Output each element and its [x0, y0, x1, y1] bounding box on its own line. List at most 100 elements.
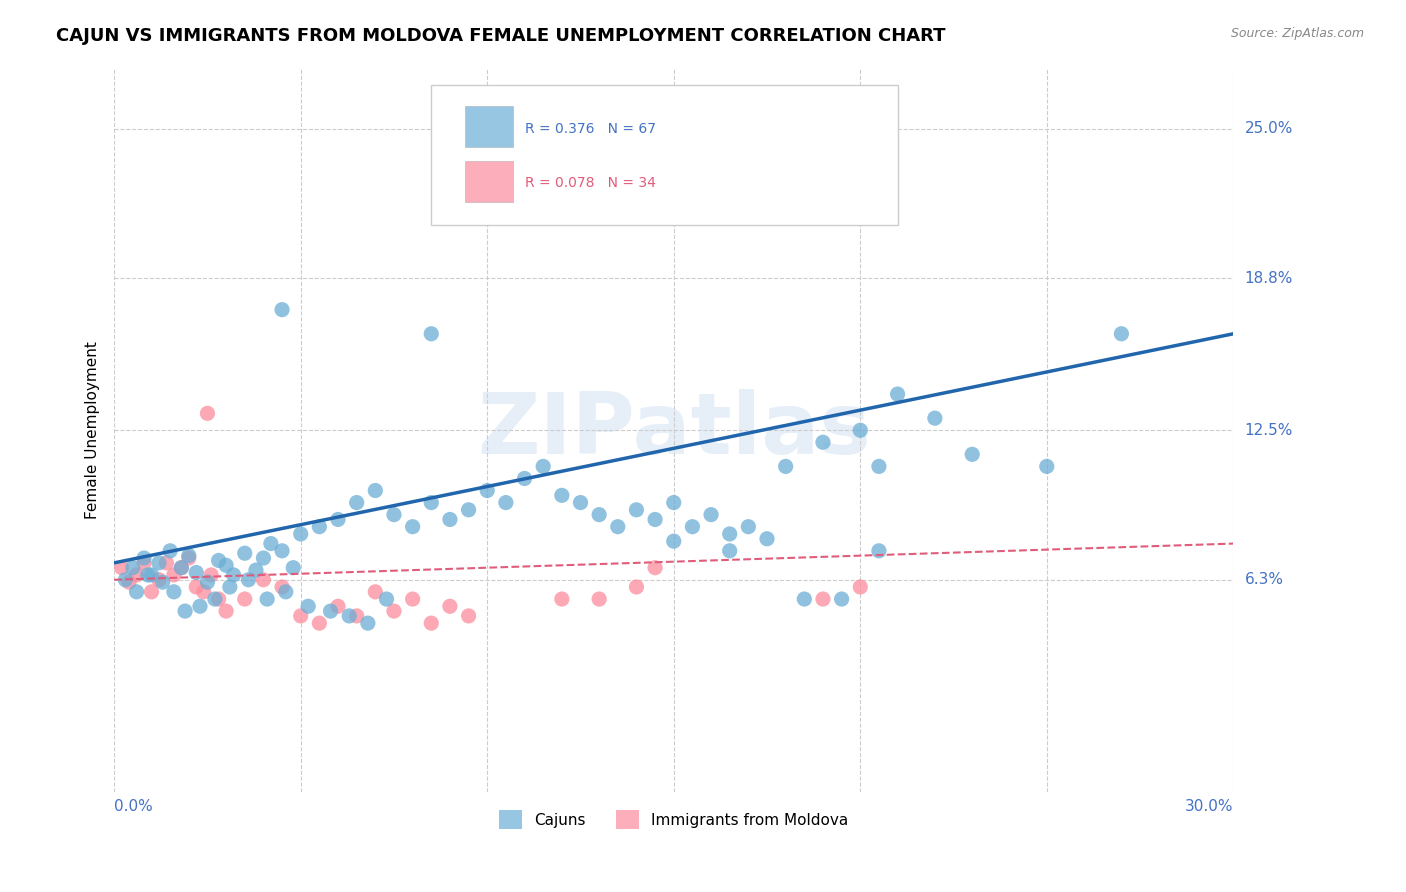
- Point: [513, 471, 536, 485]
- Point: [457, 503, 479, 517]
- Point: [233, 546, 256, 560]
- Point: [121, 560, 143, 574]
- Point: [204, 592, 226, 607]
- Point: [718, 527, 741, 541]
- Point: [382, 604, 405, 618]
- Point: [188, 599, 211, 614]
- Text: 0.0%: 0.0%: [114, 799, 153, 814]
- Point: [420, 495, 443, 509]
- FancyBboxPatch shape: [465, 106, 513, 147]
- Point: [186, 580, 208, 594]
- Point: [868, 544, 890, 558]
- Point: [125, 584, 148, 599]
- Point: [197, 406, 219, 420]
- Point: [233, 592, 256, 607]
- Point: [170, 560, 193, 574]
- Point: [457, 608, 479, 623]
- Point: [218, 580, 240, 594]
- Point: [132, 556, 155, 570]
- Point: [960, 447, 983, 461]
- Point: [718, 544, 741, 558]
- Point: [177, 549, 200, 563]
- Point: [163, 568, 186, 582]
- Point: [238, 573, 260, 587]
- Point: [477, 483, 499, 498]
- Point: [152, 575, 174, 590]
- Point: [290, 527, 312, 541]
- Point: [849, 423, 872, 437]
- Point: [551, 592, 574, 607]
- Point: [346, 495, 368, 509]
- Point: [132, 551, 155, 566]
- Point: [271, 544, 294, 558]
- Point: [125, 568, 148, 582]
- Point: [626, 580, 648, 594]
- Point: [439, 599, 461, 614]
- Point: [756, 532, 779, 546]
- Point: [346, 608, 368, 623]
- Point: [215, 604, 238, 618]
- Point: [588, 592, 610, 607]
- Point: [382, 508, 405, 522]
- Point: [569, 495, 592, 509]
- Point: [626, 503, 648, 517]
- Point: [831, 592, 853, 607]
- Point: [200, 568, 222, 582]
- Point: [1036, 459, 1059, 474]
- Point: [811, 592, 834, 607]
- Point: [141, 584, 163, 599]
- Point: [252, 573, 274, 587]
- Point: [375, 592, 398, 607]
- Point: [868, 459, 890, 474]
- Text: R = 0.376   N = 67: R = 0.376 N = 67: [524, 121, 655, 136]
- Point: [245, 563, 267, 577]
- Point: [700, 508, 723, 522]
- Point: [159, 544, 181, 558]
- Point: [793, 592, 815, 607]
- Point: [811, 435, 834, 450]
- Point: [531, 459, 554, 474]
- Point: [222, 568, 245, 582]
- Point: [644, 560, 666, 574]
- Point: [364, 584, 387, 599]
- Point: [1111, 326, 1133, 341]
- Point: [193, 584, 215, 599]
- Point: [260, 536, 283, 550]
- Point: [606, 206, 628, 220]
- Point: [148, 573, 170, 587]
- Point: [849, 580, 872, 594]
- Point: [271, 580, 294, 594]
- Point: [308, 616, 330, 631]
- Point: [420, 326, 443, 341]
- Point: [401, 592, 423, 607]
- Point: [439, 512, 461, 526]
- Point: [326, 512, 349, 526]
- Point: [337, 608, 360, 623]
- Y-axis label: Female Unemployment: Female Unemployment: [86, 342, 100, 519]
- Point: [208, 553, 231, 567]
- Point: [297, 599, 319, 614]
- Point: [136, 568, 159, 582]
- Point: [271, 302, 294, 317]
- Point: [197, 575, 219, 590]
- Point: [208, 592, 231, 607]
- Point: [606, 519, 628, 533]
- Text: CAJUN VS IMMIGRANTS FROM MOLDOVA FEMALE UNEMPLOYMENT CORRELATION CHART: CAJUN VS IMMIGRANTS FROM MOLDOVA FEMALE …: [56, 27, 946, 45]
- Point: [681, 519, 703, 533]
- Point: [364, 483, 387, 498]
- Point: [662, 495, 685, 509]
- Point: [252, 551, 274, 566]
- Text: Source: ZipAtlas.com: Source: ZipAtlas.com: [1230, 27, 1364, 40]
- Point: [283, 560, 305, 574]
- Text: 18.8%: 18.8%: [1244, 271, 1294, 285]
- FancyBboxPatch shape: [465, 161, 513, 202]
- Text: ZIPatlas: ZIPatlas: [477, 389, 870, 472]
- Point: [118, 575, 141, 590]
- Point: [215, 558, 238, 573]
- Point: [177, 551, 200, 566]
- Text: 25.0%: 25.0%: [1244, 121, 1294, 136]
- Text: 6.3%: 6.3%: [1244, 573, 1284, 587]
- Point: [114, 573, 136, 587]
- Point: [644, 512, 666, 526]
- Text: R = 0.078   N = 34: R = 0.078 N = 34: [524, 176, 655, 190]
